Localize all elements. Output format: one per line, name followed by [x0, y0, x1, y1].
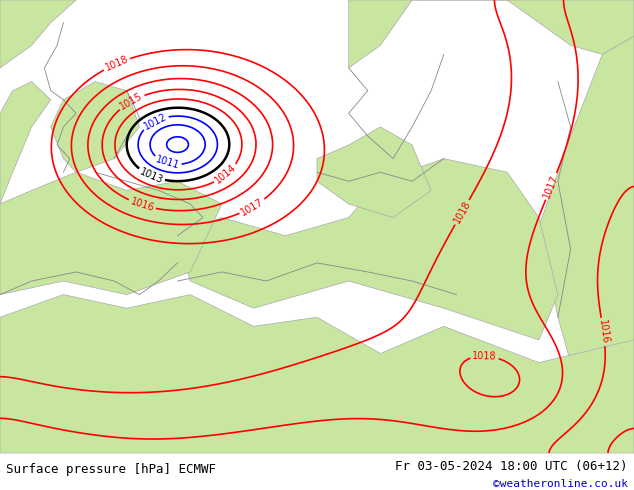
Text: ©weatheronline.co.uk: ©weatheronline.co.uk	[493, 480, 628, 490]
Text: Surface pressure [hPa] ECMWF: Surface pressure [hPa] ECMWF	[6, 463, 216, 476]
Text: 1011: 1011	[154, 155, 181, 171]
Text: 1013: 1013	[138, 166, 165, 185]
Text: 1018: 1018	[452, 199, 472, 225]
Text: 1017: 1017	[239, 196, 266, 218]
Text: Fr 03-05-2024 18:00 UTC (06+12): Fr 03-05-2024 18:00 UTC (06+12)	[395, 460, 628, 473]
Text: 1012: 1012	[142, 111, 168, 131]
Text: 1017: 1017	[542, 173, 560, 200]
Text: 1014: 1014	[214, 163, 238, 186]
Text: 1018: 1018	[472, 351, 497, 362]
Text: 1015: 1015	[119, 91, 145, 112]
Text: 1018: 1018	[103, 54, 130, 74]
Text: 1016: 1016	[597, 319, 610, 345]
Text: 1016: 1016	[129, 196, 155, 214]
